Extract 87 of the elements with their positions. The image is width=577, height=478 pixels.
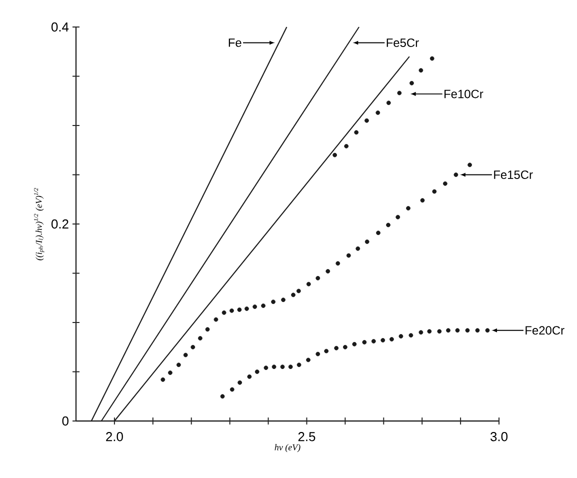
x-axis-title: hν (eV)	[274, 444, 300, 452]
y-tick-label: 0	[62, 416, 68, 426]
point	[280, 364, 285, 370]
point	[430, 56, 434, 61]
point	[364, 118, 369, 123]
point	[356, 246, 360, 251]
point	[418, 68, 424, 73]
point	[398, 334, 404, 338]
point	[160, 377, 166, 382]
point	[220, 394, 225, 399]
point	[238, 380, 242, 385]
point	[306, 358, 310, 362]
point	[386, 222, 390, 228]
point	[437, 329, 442, 334]
point	[406, 206, 410, 210]
point	[288, 364, 293, 370]
annotation: Fe	[228, 38, 242, 47]
point	[291, 292, 296, 298]
point	[244, 306, 249, 311]
point	[296, 288, 301, 294]
point	[247, 374, 252, 379]
point	[475, 328, 480, 333]
point	[281, 298, 286, 302]
point	[306, 282, 311, 286]
point	[336, 261, 340, 266]
point	[237, 308, 242, 312]
point	[418, 330, 424, 335]
point	[420, 198, 425, 203]
point	[410, 80, 414, 86]
point	[408, 333, 414, 338]
point	[376, 110, 380, 115]
point	[264, 366, 268, 370]
point	[380, 338, 386, 342]
point	[371, 339, 376, 344]
point	[354, 130, 359, 135]
point	[427, 329, 432, 334]
y-tick-label: 0.2	[51, 219, 68, 229]
point	[316, 276, 320, 280]
point	[296, 362, 302, 368]
point	[485, 328, 490, 333]
point	[183, 352, 188, 358]
point	[390, 337, 394, 342]
point	[214, 317, 218, 322]
point	[168, 370, 172, 375]
point	[386, 100, 391, 106]
x-tick-label: 2.0	[106, 432, 123, 442]
point	[376, 230, 380, 236]
y-axis-title: ((i$_{ph}$/I$_{l}$).hν)$^{1/2}$ (eV)$^{1/2}$	[34, 188, 44, 260]
point	[230, 308, 234, 313]
point	[446, 328, 450, 333]
point	[176, 362, 181, 368]
x-tick-label: 2.5	[298, 432, 316, 442]
point	[316, 352, 320, 356]
point	[272, 364, 276, 370]
point	[271, 300, 276, 304]
annotation: Fe5Cr	[386, 38, 419, 47]
point	[252, 304, 258, 309]
point	[332, 152, 337, 158]
point	[334, 346, 339, 350]
point	[230, 387, 234, 392]
point	[190, 344, 196, 350]
point	[465, 328, 470, 333]
point	[364, 240, 370, 244]
point	[454, 172, 458, 177]
point	[324, 348, 329, 354]
point	[442, 181, 448, 186]
point	[344, 144, 349, 148]
x-tick-label: 3.0	[490, 432, 508, 442]
y-tick-label: 0.4	[51, 22, 69, 32]
point	[468, 162, 472, 168]
point	[342, 344, 348, 350]
annotation: Fe15Cr	[494, 170, 533, 179]
point	[326, 269, 330, 274]
annotation: Fe20Cr	[526, 326, 564, 335]
point	[222, 310, 226, 315]
point	[455, 328, 460, 333]
point	[396, 214, 400, 220]
point	[397, 90, 402, 96]
point	[254, 370, 260, 374]
point	[362, 340, 367, 344]
point	[198, 336, 202, 340]
annotation: Fe10Cr	[444, 90, 484, 98]
point	[432, 189, 437, 194]
point	[261, 304, 266, 308]
point	[205, 327, 210, 332]
point	[352, 342, 357, 346]
point	[346, 253, 351, 258]
